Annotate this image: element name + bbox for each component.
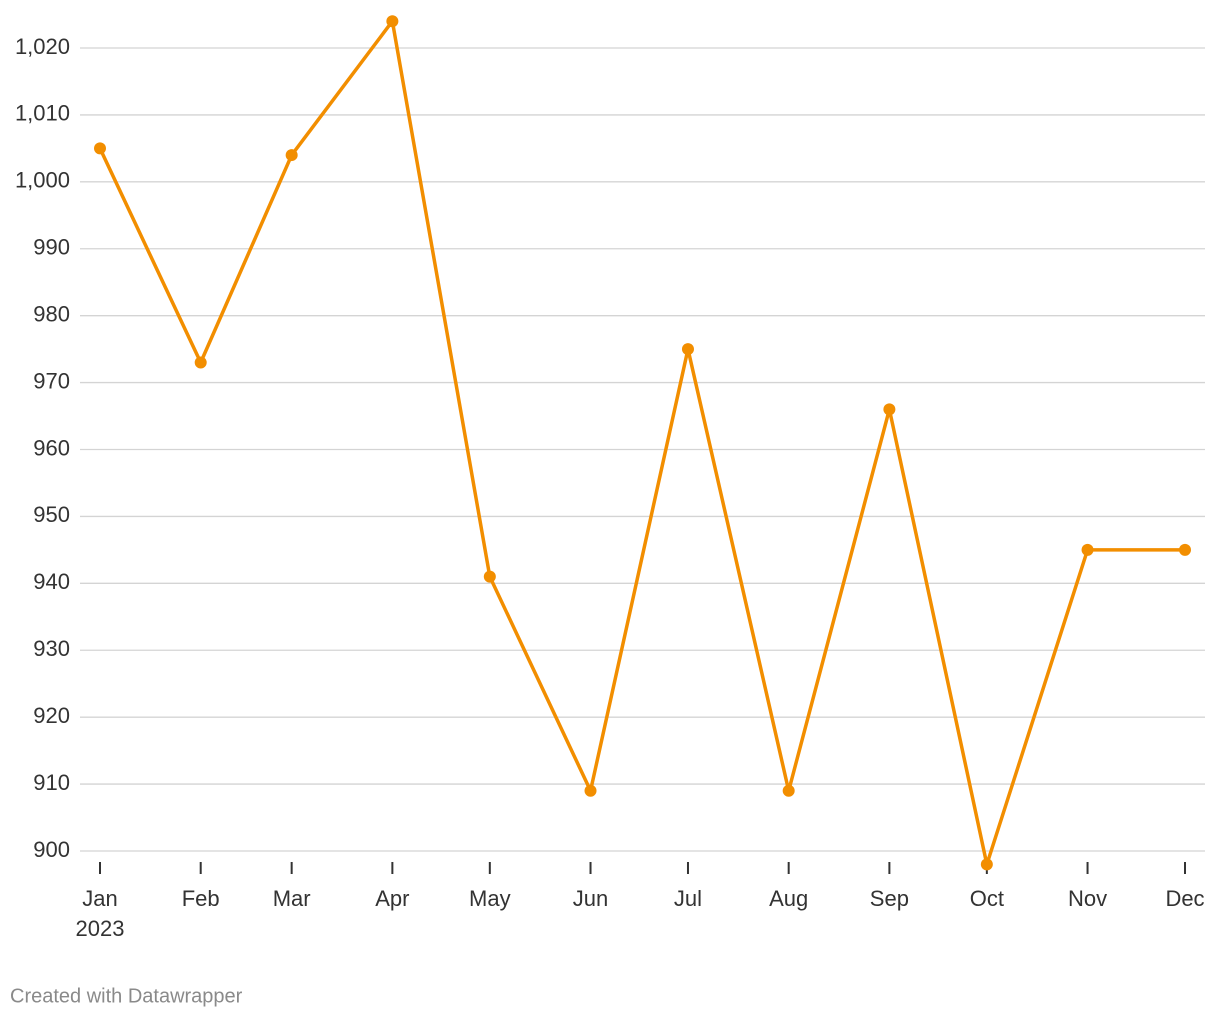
y-tick-label: 960 <box>33 435 70 460</box>
x-tick-label: Oct <box>970 886 1004 911</box>
y-tick-label: 930 <box>33 636 70 661</box>
footer: Created with Datawrapper <box>10 985 243 1007</box>
y-tick-label: 900 <box>33 837 70 862</box>
y-tick-label: 910 <box>33 770 70 795</box>
y-tick-label: 940 <box>33 569 70 594</box>
x-tick-label: Feb <box>182 886 220 911</box>
y-tick-label: 990 <box>33 235 70 260</box>
data-point <box>194 356 207 369</box>
y-tick-label: 1,020 <box>15 34 70 59</box>
y-tick-label: 950 <box>33 502 70 527</box>
data-point <box>681 343 694 356</box>
x-tick-label: Jan <box>82 886 117 911</box>
data-point <box>883 403 896 416</box>
y-tick-label: 980 <box>33 301 70 326</box>
y-tick-label: 1,000 <box>15 168 70 193</box>
data-line <box>98 19 1185 867</box>
x-tick-label: Aug <box>769 886 808 911</box>
data-point <box>386 15 399 28</box>
data-point <box>584 784 597 797</box>
x-tick-label: Jul <box>674 886 702 911</box>
data-point <box>94 142 106 155</box>
data-point <box>1081 543 1094 556</box>
data-point <box>980 858 993 871</box>
data-point <box>1179 543 1191 556</box>
y-tick-label: 970 <box>33 368 70 393</box>
x-tick-sublabel: 2023 <box>76 916 125 941</box>
y-tick-label: 1,010 <box>15 101 70 126</box>
x-tick-label: Nov <box>1068 886 1107 911</box>
y-tick-label: 920 <box>33 703 70 728</box>
data-point <box>483 570 496 583</box>
x-tick-label: May <box>469 886 511 911</box>
x-tick-label: Apr <box>375 886 409 911</box>
x-tick-label: Sep <box>870 886 909 911</box>
data-point <box>285 149 298 162</box>
x-tick-label: Jun <box>573 886 608 911</box>
data-point <box>782 784 795 797</box>
x-tick-label: Dec <box>1165 886 1204 911</box>
x-tick-label: Mar <box>273 886 311 911</box>
